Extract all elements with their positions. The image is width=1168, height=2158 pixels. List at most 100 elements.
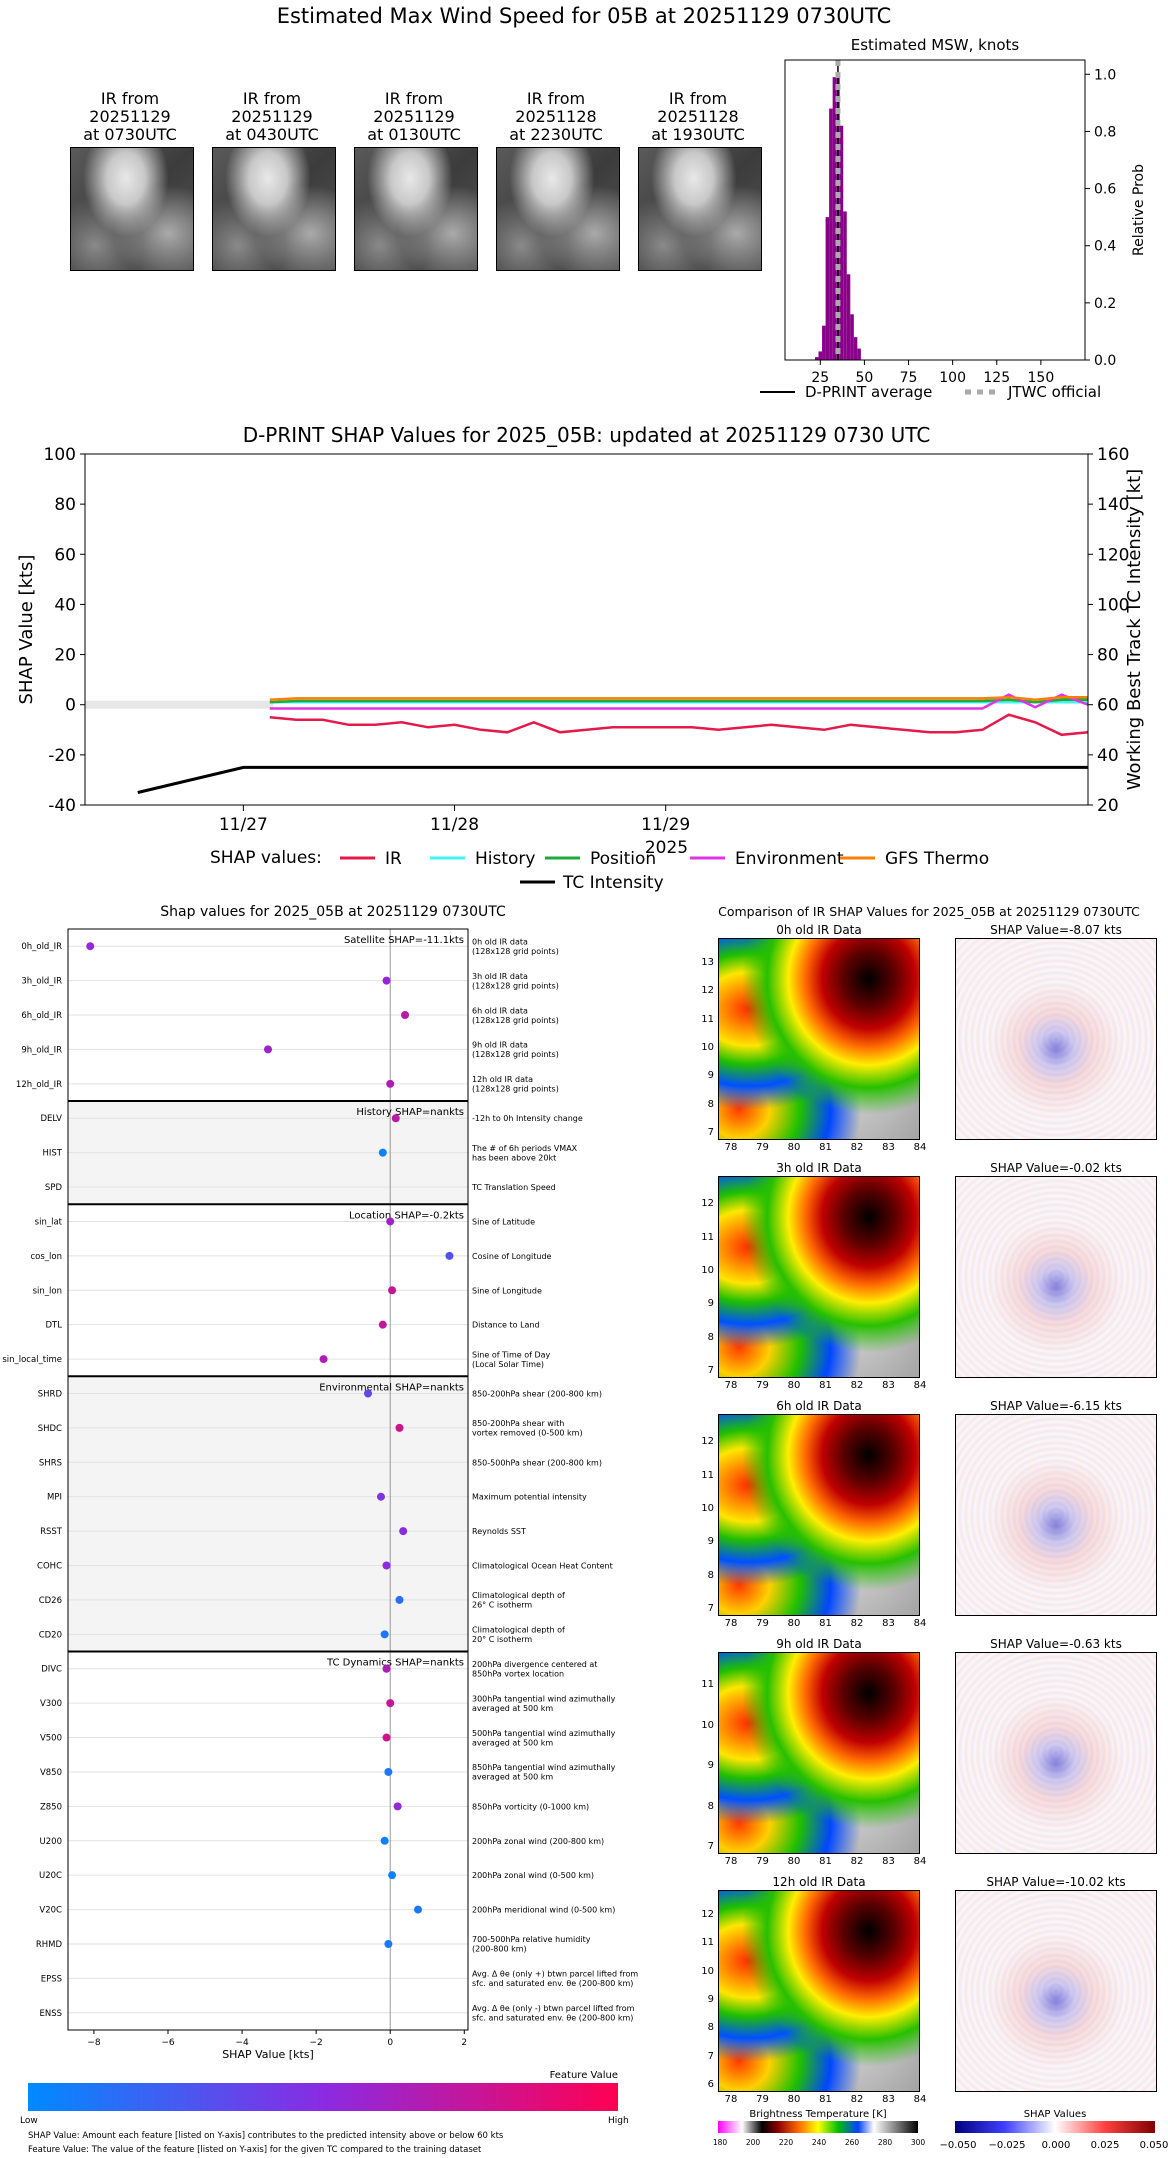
lat-tick-label: 11 [701, 1469, 714, 1481]
lon-tick-label: 82 [850, 1380, 864, 1391]
feature-description: 12h old IR data [472, 1075, 533, 1084]
histogram-frame [784, 59, 1086, 361]
shap-point [386, 1699, 395, 1708]
legend-dprint-label: D-PRINT average [805, 383, 932, 401]
feature-description: Reynolds SST [472, 1527, 526, 1536]
bt-tick-label: 180 [713, 2138, 728, 2147]
feature-name-label: DTL [46, 1321, 63, 1331]
shap-point [380, 1836, 389, 1845]
feature-description: 850-200hPa shear (200-800 km) [472, 1389, 602, 1398]
feature-description: 850-500hPa shear (200-800 km) [472, 1458, 602, 1467]
ir-colorbars: Brightness Temperature [K] 180 200 220 240 26… [713, 2109, 1168, 2151]
lon-tick-label: 83 [882, 1380, 895, 1391]
satellite-caption: IR from 20251128 at 1930UTC [651, 89, 745, 144]
y-tick-label: 20 [54, 646, 76, 666]
feature-description: Maximum potential intensity [472, 1493, 587, 1502]
legend-label: IR [385, 849, 402, 869]
x-tick-label: 11/28 [430, 815, 479, 835]
feature-name-label: CD26 [39, 1596, 62, 1606]
x-tick-label: 0 [387, 2038, 393, 2048]
lon-tick-label: 84 [913, 1856, 927, 1867]
lat-tick-label: 9 [707, 1993, 714, 2005]
y-tick-label: 0.0 [1094, 353, 1116, 369]
y-right-tick-label: 40 [1097, 746, 1119, 766]
lon-tick-label: 84 [913, 2094, 927, 2105]
y-right-tick-label: 20 [1097, 796, 1119, 816]
lon-tick-label: 83 [882, 1618, 895, 1629]
y-tick-label: 80 [54, 495, 76, 515]
feature-group-label: Location SHAP=-0.2kts [349, 1210, 464, 1221]
feature-name-label: ENSS [39, 2009, 62, 2019]
feature-name-label: V500 [40, 1734, 62, 1744]
lat-tick-label: 6 [707, 2079, 714, 2090]
feature-description: Distance to Land [472, 1321, 540, 1330]
feature-description: Avg. Δ θe (only +) btwn parcel lifted fr… [472, 1970, 638, 1979]
legend-title: SHAP values: [210, 848, 322, 868]
y-tick-label: 0.4 [1094, 239, 1116, 255]
feature-name-label: sin_local_time [2, 1355, 62, 1365]
feature-name-label: DELV [40, 1114, 62, 1124]
feature-name-label: 3h_old_IR [21, 977, 62, 987]
lat-tick-label: 9 [707, 1070, 714, 1082]
feature-description: 300hPa tangential wind azimuthally [472, 1694, 616, 1703]
feature-name-label: SHRD [38, 1389, 63, 1399]
x-tick-label: −2 [310, 2038, 323, 2048]
feature-description: averaged at 500 km [472, 1773, 553, 1782]
shap-colorbar-label: SHAP Values [1024, 2109, 1087, 2120]
feature-description: Sine of Longitude [472, 1286, 542, 1295]
shap-point [384, 1767, 393, 1776]
feature-description: 850-200hPa shear with [472, 1419, 564, 1428]
main-title: Estimated Max Wind Speed for 05B at 2025… [276, 4, 892, 28]
lon-tick-label: 84 [913, 1618, 927, 1629]
lat-tick-label: 10 [701, 1265, 714, 1276]
y-right-tick-label: 140 [1097, 495, 1129, 515]
feature-name-label: SHDC [38, 1424, 62, 1434]
lon-tick-label: 81 [819, 1142, 832, 1153]
shap-point [378, 1320, 387, 1329]
y-tick-label: 0.6 [1094, 182, 1116, 198]
feature-description: 0h old IR data [472, 937, 528, 946]
lon-tick-label: 78 [724, 2094, 738, 2105]
lon-tick-label: 82 [850, 2094, 864, 2105]
lon-tick-label: 79 [756, 2094, 769, 2105]
msw-histogram: Estimated MSW, knots 25 50 75 100 125 150 0.0 0.… [760, 36, 1147, 401]
lon-tick-label: 80 [787, 2094, 801, 2105]
feature-name-label: COHC [37, 1562, 62, 1572]
feature-name-label: MPI [47, 1493, 62, 1503]
x-tick-label: −4 [235, 2038, 249, 2048]
y-right-tick-label: 120 [1097, 545, 1129, 565]
shap-value-map [955, 1176, 1157, 1378]
lon-tick-label: 81 [819, 1618, 832, 1629]
ir-brightness-map [718, 1414, 920, 1616]
ir-brightness-map [718, 1652, 920, 1854]
legend-label: Position [590, 849, 656, 869]
shap-point [378, 1148, 387, 1157]
satellite-caption: IR from 20251128 at 2230UTC [509, 89, 603, 144]
bt-colorbar [718, 2121, 918, 2133]
colorbar-low-label: Low [20, 2116, 38, 2126]
x-tick-label: 100 [939, 370, 966, 386]
feature-description: (128x128 grid points) [472, 1085, 559, 1094]
lat-tick-label: 10 [701, 1503, 714, 1514]
satellite-caption: IR from 20251129 at 0430UTC [225, 89, 319, 144]
lat-tick-label: 7 [707, 1365, 714, 1376]
feature-name-label: CD20 [39, 1630, 62, 1640]
y-tick-label: -20 [48, 746, 76, 766]
histogram-bar [818, 351, 823, 360]
lon-tick-label: 82 [850, 1856, 864, 1867]
feature-description: Climatological depth of [472, 1626, 565, 1635]
histogram-bar [850, 314, 854, 360]
timeseries-frame [84, 453, 1089, 806]
feature-description: 850hPa vortex location [472, 1669, 564, 1678]
lat-tick-label: 7 [707, 2050, 714, 2062]
feature-name-label: 9h_old_IR [21, 1045, 62, 1055]
shap-tick-label: 0.000 [1042, 2140, 1071, 2151]
y-right-tick-label: 80 [1097, 646, 1119, 666]
x-axis-label: SHAP Value [kts] [222, 2048, 314, 2061]
feature-name-label: 6h_old_IR [21, 1011, 62, 1021]
satellite-caption: IR from 20251129 at 0730UTC [83, 89, 177, 144]
feature-description: TC Translation Speed [471, 1183, 556, 1192]
feature-name-label: SPD [45, 1183, 63, 1193]
feature-description: (Local Solar Time) [472, 1360, 544, 1369]
lon-tick-label: 79 [756, 1618, 769, 1629]
